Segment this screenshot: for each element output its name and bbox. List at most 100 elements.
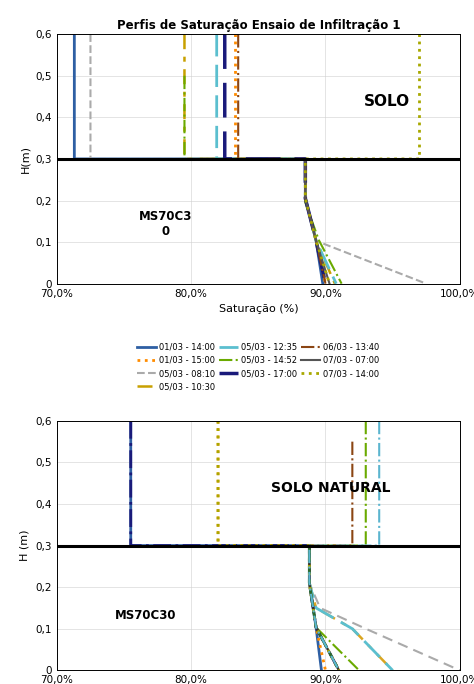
09/03 - 14:00 xyxy=(317,604,323,612)
01/03 - 15:00 xyxy=(313,237,319,245)
05/03 - 12:35 xyxy=(214,155,219,163)
09/03 - 14:00 xyxy=(363,624,369,633)
05/03 - 14:52 xyxy=(302,155,308,163)
13/03 - 07:00 xyxy=(349,624,355,633)
08/03 - 11:00 xyxy=(215,542,221,550)
15/03 - 08:10 xyxy=(313,623,319,631)
04/04 - 10:30 xyxy=(313,623,319,631)
08/03 - 07:00 xyxy=(307,542,312,550)
Line: 03/04 - 08:30: 03/04 - 08:30 xyxy=(310,546,339,670)
06/03 - 13:40 xyxy=(302,155,308,163)
05/03 - 17:00 xyxy=(222,30,228,38)
15/03 - 08:10 xyxy=(307,542,312,550)
22/03 - 09:40 xyxy=(336,666,342,674)
26/03 - 09:10 xyxy=(336,666,342,674)
13/03 - 11:40 xyxy=(390,666,395,674)
01/03 - 15:00 xyxy=(233,30,238,38)
Line: 05/03 - 10:30: 05/03 - 10:30 xyxy=(184,34,335,284)
Line: 05/03 - 08:10: 05/03 - 08:10 xyxy=(91,34,426,284)
01/03 - 14:00 xyxy=(72,30,77,38)
05/03 - 10:30 xyxy=(182,30,187,38)
08/03 - 11:00 xyxy=(307,579,312,587)
01/03 - 15:00 xyxy=(323,280,328,288)
05/03 - 12:35 xyxy=(302,194,308,202)
13/03 - 11:40 xyxy=(313,604,319,612)
15/03 - 08:10 xyxy=(307,579,312,587)
05/03 - 12:35 xyxy=(333,280,339,288)
08/03 - 07:00 xyxy=(319,666,324,674)
Line: 13/03 - 11:40: 13/03 - 11:40 xyxy=(310,546,392,670)
13/03 - 07:00 xyxy=(390,666,395,674)
Line: 04/04 - 10:30: 04/04 - 10:30 xyxy=(310,421,379,670)
26/03 - 09:10 xyxy=(313,623,319,631)
Line: 15/03 - 08:10: 15/03 - 08:10 xyxy=(131,421,339,670)
05/03 - 12:35 xyxy=(214,30,219,38)
09/03 - 14:00 xyxy=(457,666,463,674)
26/03 - 09:10 xyxy=(307,579,312,587)
Line: 16/03 - 09:30: 16/03 - 09:30 xyxy=(310,442,352,670)
07/03 - 07:00 xyxy=(327,280,332,288)
08/03 - 11:00 xyxy=(215,417,221,425)
14/03 - 07:30 xyxy=(307,542,312,550)
Line: 08/03 - 11:00: 08/03 - 11:00 xyxy=(218,421,326,670)
05/03 - 08:10 xyxy=(88,155,93,163)
05/03 - 10:30 xyxy=(182,155,187,163)
Line: 07/03 - 14:00: 07/03 - 14:00 xyxy=(305,34,419,284)
04/04 - 10:30 xyxy=(307,542,312,550)
05/03 - 12:35 xyxy=(302,155,308,163)
05/03 - 17:00 xyxy=(313,237,319,245)
05/03 - 08:10 xyxy=(313,237,319,245)
Line: 01/03 - 14:00: 01/03 - 14:00 xyxy=(74,34,323,284)
08/03 - 11:00 xyxy=(307,542,312,550)
05/03 - 17:00 xyxy=(302,155,308,163)
06/03 - 13:40 xyxy=(235,155,241,163)
01/03 - 14:00 xyxy=(302,155,308,163)
Line: 08/03 - 07:00: 08/03 - 07:00 xyxy=(131,421,321,670)
Line: 06/03 - 13:40: 06/03 - 13:40 xyxy=(238,34,326,284)
04/04 - 10:30 xyxy=(336,666,342,674)
13/03 - 07:00 xyxy=(313,604,319,612)
07/03 - 14:00 xyxy=(327,280,332,288)
05/03 - 14:52 xyxy=(182,72,187,80)
06/03 - 13:40 xyxy=(302,194,308,202)
05/03 - 14:52 xyxy=(316,236,322,244)
03/04 - 08:30 xyxy=(307,542,312,550)
07/03 - 14:00 xyxy=(302,155,308,163)
Text: MS70C3
0: MS70C3 0 xyxy=(139,210,192,238)
01/03 - 14:00 xyxy=(320,280,326,288)
Line: 09/03 - 14:00: 09/03 - 14:00 xyxy=(310,546,460,670)
05/03 - 14:52 xyxy=(182,155,187,163)
Line: 05/03 - 12:35: 05/03 - 12:35 xyxy=(217,34,336,284)
05/03 - 10:30 xyxy=(313,237,319,245)
05/03 - 14:52 xyxy=(339,280,345,288)
01/03 - 14:00 xyxy=(72,155,77,163)
Line: 13/03 - 07:00: 13/03 - 07:00 xyxy=(310,546,392,670)
01/03 - 15:00 xyxy=(233,155,238,163)
13/03 - 11:40 xyxy=(307,542,312,550)
05/03 - 12:35 xyxy=(313,237,319,245)
16/03 - 09:30 xyxy=(336,666,342,674)
Line: 05/03 - 17:00: 05/03 - 17:00 xyxy=(225,34,326,284)
05/03 - 17:00 xyxy=(222,155,228,163)
05/03 - 08:10 xyxy=(88,30,93,38)
Line: 01/03 - 15:00: 01/03 - 15:00 xyxy=(236,34,326,284)
13/03 - 11:40 xyxy=(307,579,312,587)
05/03 - 08:10 xyxy=(302,194,308,202)
Line: 07/03 - 07:00: 07/03 - 07:00 xyxy=(305,159,329,284)
01/03 - 15:00 xyxy=(302,194,308,202)
07/03 - 14:00 xyxy=(417,30,422,38)
08/03 - 07:00 xyxy=(313,623,319,631)
05/03 - 14:52 xyxy=(302,198,308,207)
Text: SOLO: SOLO xyxy=(364,94,410,109)
13/03 - 11:40 xyxy=(349,624,355,633)
26/03 - 09:10 xyxy=(215,417,221,425)
26/03 - 09:10 xyxy=(215,542,221,550)
15/03 - 08:10 xyxy=(336,666,342,674)
Legend: 01/03 - 14:00, 01/03 - 15:00, 05/03 - 08:10, 05/03 - 10:30, 05/03 - 12:35, 05/03: 01/03 - 14:00, 01/03 - 15:00, 05/03 - 08… xyxy=(137,343,379,391)
14/03 - 07:30 xyxy=(313,623,319,631)
22/03 - 09:40 xyxy=(307,579,312,587)
14/03 - 07:30 xyxy=(356,666,362,674)
01/03 - 14:00 xyxy=(302,194,308,202)
06/03 - 13:40 xyxy=(313,237,319,245)
Line: 22/03 - 09:40: 22/03 - 09:40 xyxy=(310,546,339,670)
